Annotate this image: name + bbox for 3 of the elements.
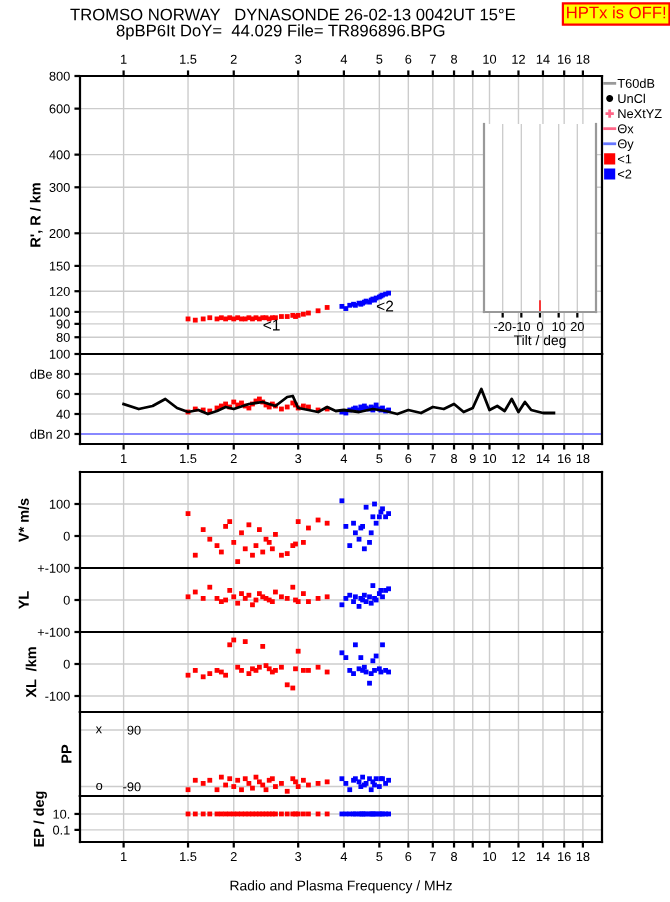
chart-title: TROMSO NORWAY DYNASONDE 26-02-13 0042UT 15°E bbox=[70, 8, 516, 21]
chart-subtitle: 8pBP6It DoY= 44.029 File= TR896896.BPG bbox=[116, 24, 445, 40]
text: HPTx is OFF! bbox=[567, 6, 666, 19]
